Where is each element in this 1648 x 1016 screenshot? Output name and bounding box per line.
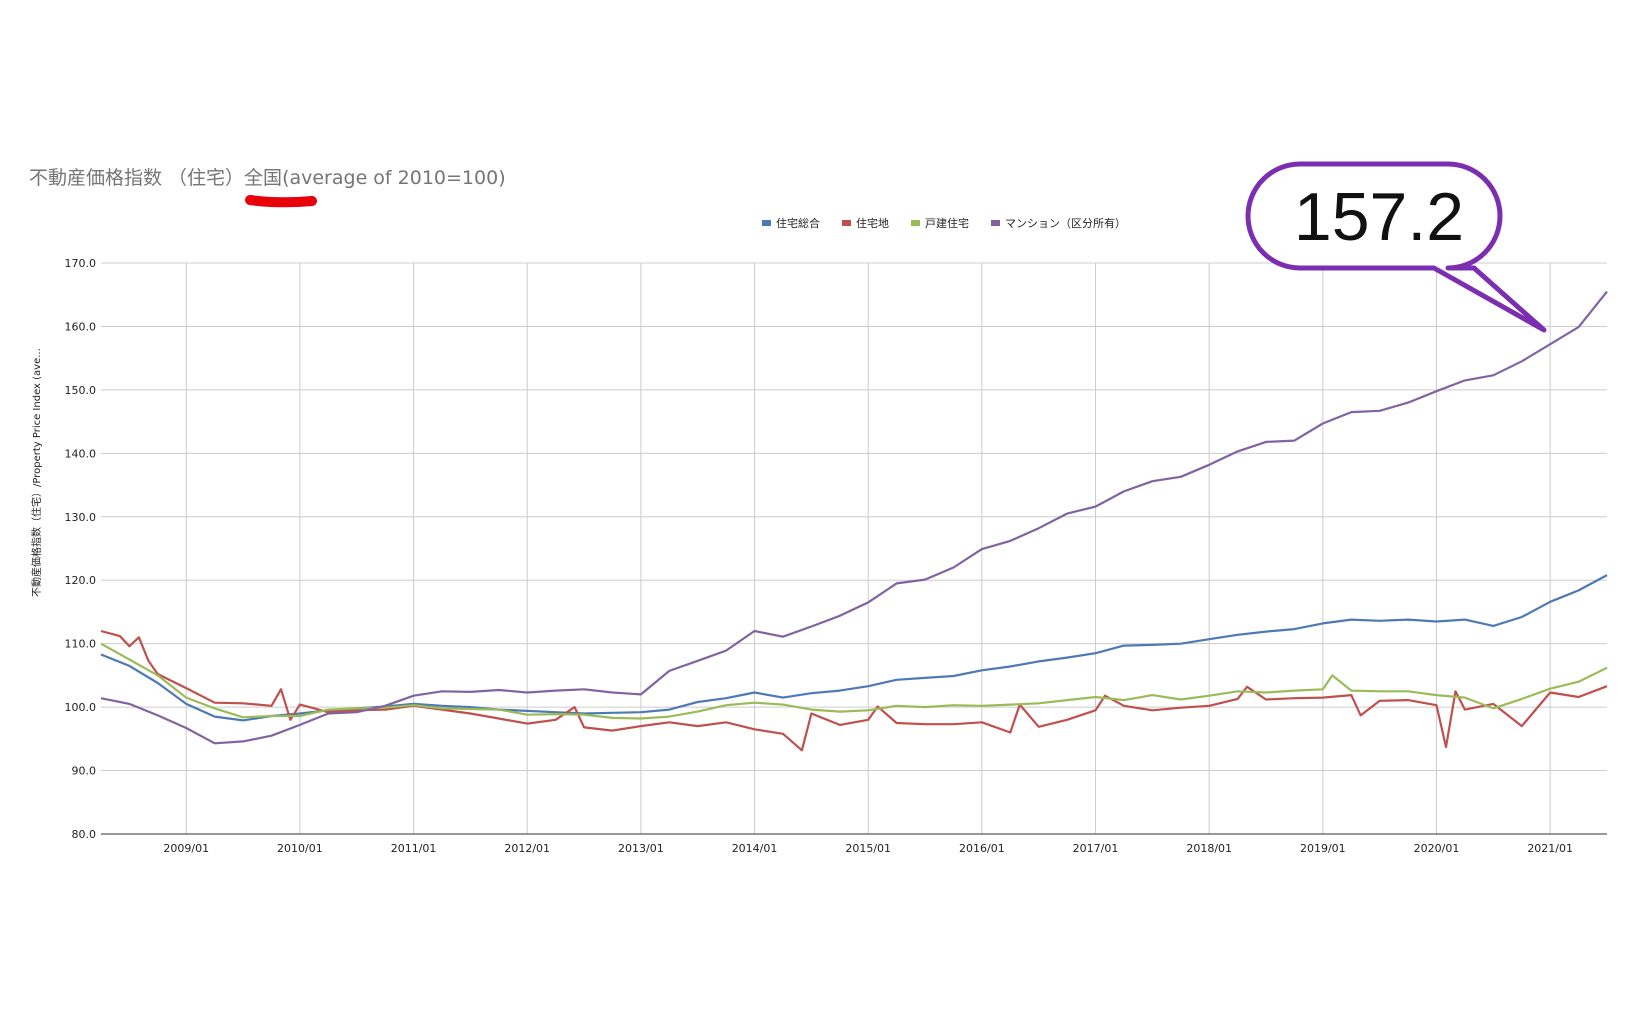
legend-swatch [911,220,920,226]
x-tick-label: 2014/01 [732,842,778,855]
chart-title: 不動産価格指数 （住宅）全国(average of 2010=100) [29,167,506,189]
chart-grid [101,262,1607,835]
legend-label: マンション（区分所有） [1005,216,1126,230]
y-tick-label: 100.0 [65,701,97,714]
x-tick-label: 2011/01 [391,842,437,855]
y-tick-label: 120.0 [65,574,97,587]
callout-shape [1245,161,1547,333]
x-tick-label: 2016/01 [959,842,1005,855]
y-tick-label: 110.0 [65,638,97,651]
chart-title-prefix: 不動産価格指数 （住宅） [29,167,244,189]
x-tick-label: 2010/01 [277,842,323,855]
series-line [100,290,1608,745]
legend-label: 戸建住宅 [925,216,969,230]
plot-area [100,290,1608,752]
x-tick-label: 2015/01 [845,842,891,855]
callout-bubble: 157.2 [1245,161,1547,333]
y-axis-label: 不動産価格指数（住宅）/Property Price Index (ave... [30,348,43,597]
x-tick-label: 2020/01 [1414,842,1460,855]
chart-title-highlight: 全国 [244,167,282,189]
title-underline-mark [245,195,317,208]
series-line [100,629,1608,752]
x-tick-label: 2021/01 [1527,842,1573,855]
series-line [100,574,1608,722]
x-tick-label: 2018/01 [1186,842,1232,855]
x-tick-label: 2019/01 [1300,842,1346,855]
x-tick-label: 2013/01 [618,842,664,855]
y-tick-label: 150.0 [65,384,97,397]
y-tick-label: 140.0 [65,447,97,460]
y-tick-label: 90.0 [72,765,97,778]
legend-label: 住宅地 [856,216,889,230]
x-tick-label: 2017/01 [1073,842,1119,855]
y-tick-label: 130.0 [65,511,97,524]
y-axis: 80.0 90.0 100.0 110.0 120.0 130.0 140.0 150.0 16… [65,257,97,841]
y-tick-label: 170.0 [65,257,97,270]
chart-legend: 住宅総合 住宅地 戸建住宅 マンション（区分所有） [762,216,1126,230]
chart-title-suffix: (average of 2010=100) [282,167,506,189]
y-tick-label: 80.0 [72,828,97,841]
legend-swatch [842,220,851,226]
legend-label: 住宅総合 [776,216,820,230]
legend-swatch [991,220,1000,226]
x-tick-label: 2009/01 [163,842,209,855]
y-tick-label: 160.0 [65,320,97,333]
x-axis: 2009/01 2010/01 2011/01 2012/01 2013/01 2014/… [101,833,1607,855]
series-line [100,642,1608,720]
callout-value: 157.2 [1294,179,1464,255]
legend-swatch [762,220,771,226]
x-tick-label: 2012/01 [504,842,550,855]
